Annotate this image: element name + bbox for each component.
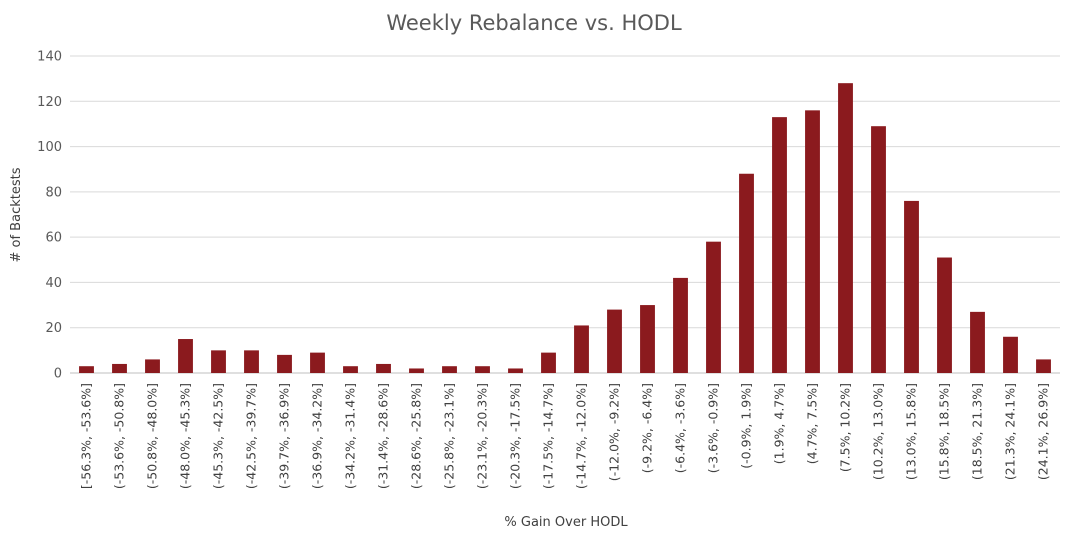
y-axis-label: # of Backtests bbox=[9, 167, 24, 262]
x-tick-label: (-0.9%, 1.9%] bbox=[739, 383, 754, 469]
x-tick-label: (21.3%, 24.1%] bbox=[1003, 383, 1018, 480]
x-tick-label: (-28.6%, -25.8%] bbox=[409, 383, 424, 489]
bar bbox=[739, 173, 754, 373]
bar bbox=[541, 352, 556, 373]
bar bbox=[706, 241, 721, 373]
y-axis-ticks: 0 20 40 60 80 100 120 140 bbox=[37, 50, 62, 382]
bar bbox=[805, 110, 820, 373]
x-axis-label: % Gain Over HODL bbox=[504, 515, 628, 530]
x-tick-label: (-9.2%, -6.4%] bbox=[640, 383, 655, 473]
x-tick-label: (1.9%, 4.7%] bbox=[772, 383, 787, 464]
bar bbox=[871, 126, 886, 373]
bar bbox=[244, 350, 259, 373]
x-tick-label: (18.5%, 21.3%] bbox=[970, 383, 985, 480]
x-tick-label: (-23.1%, -20.3%] bbox=[475, 383, 490, 489]
x-tick-label: (24.1%, 26.9%] bbox=[1036, 383, 1051, 480]
x-tick-label: (-50.8%, -48.0%] bbox=[145, 383, 160, 489]
bar bbox=[211, 350, 226, 373]
x-tick-label: (-12.0%, -9.2%] bbox=[607, 383, 622, 481]
bar bbox=[343, 366, 358, 373]
bar bbox=[838, 83, 853, 374]
x-tick-label: (-14.7%, -12.0%] bbox=[574, 383, 589, 489]
x-tick-label: (4.7%, 7.5%] bbox=[805, 383, 820, 464]
bar bbox=[1003, 336, 1018, 373]
bar bbox=[145, 359, 160, 373]
y-tick-label: 140 bbox=[37, 50, 62, 65]
y-tick-label: 80 bbox=[45, 185, 62, 200]
y-tick-label: 40 bbox=[45, 276, 62, 291]
x-tick-label: (-48.0%, -45.3%] bbox=[178, 383, 193, 489]
x-tick-label: (-53.6%, -50.8%] bbox=[112, 383, 127, 489]
x-tick-label: (-34.2%, -31.4%] bbox=[343, 383, 358, 489]
x-axis-ticks: [-56.3%, -53.6%] (-53.6%, -50.8%] (-50.8%,… bbox=[79, 383, 1051, 489]
bar bbox=[310, 352, 325, 373]
y-tick-label: 20 bbox=[45, 321, 62, 336]
gridlines bbox=[70, 55, 1060, 374]
x-tick-label: (15.8%, 18.5%] bbox=[937, 383, 952, 480]
y-tick-label: 100 bbox=[37, 140, 62, 155]
bar bbox=[79, 366, 94, 373]
y-tick-label: 0 bbox=[54, 367, 62, 382]
bar bbox=[772, 117, 787, 373]
bar bbox=[574, 325, 589, 373]
x-tick-label: (7.5%, 10.2%] bbox=[838, 383, 853, 472]
x-tick-label: (-39.7%, -36.9%] bbox=[277, 383, 292, 489]
chart-title: Weekly Rebalance vs. HODL bbox=[386, 11, 682, 35]
bar bbox=[277, 354, 292, 373]
bar bbox=[970, 311, 985, 373]
bar bbox=[376, 363, 391, 373]
bar bbox=[607, 309, 622, 373]
bar bbox=[409, 368, 424, 373]
x-tick-label: (-3.6%, -0.9%] bbox=[706, 383, 721, 473]
x-tick-label: [-56.3%, -53.6%] bbox=[79, 383, 94, 489]
y-tick-label: 60 bbox=[45, 231, 62, 246]
y-tick-label: 120 bbox=[37, 95, 62, 110]
bar bbox=[475, 366, 490, 373]
x-tick-label: (-36.9%, -34.2%] bbox=[310, 383, 325, 489]
x-tick-label: (-25.8%, -23.1%] bbox=[442, 383, 457, 489]
x-tick-label: (-20.3%, -17.5%] bbox=[508, 383, 523, 489]
bar bbox=[937, 257, 952, 373]
bar bbox=[673, 277, 688, 373]
x-tick-label: (-42.5%, -39.7%] bbox=[244, 383, 259, 489]
bar bbox=[442, 366, 457, 373]
bar bbox=[640, 305, 655, 373]
x-tick-label: (-6.4%, -3.6%] bbox=[673, 383, 688, 473]
bar bbox=[178, 339, 193, 373]
x-tick-label: (-45.3%, -42.5%] bbox=[211, 383, 226, 489]
x-tick-label: (10.2%, 13.0%] bbox=[871, 383, 886, 480]
bar bbox=[1036, 359, 1051, 373]
bar bbox=[112, 363, 127, 373]
bars bbox=[79, 83, 1051, 374]
bar bbox=[508, 368, 523, 373]
x-tick-label: (13.0%, 15.8%] bbox=[904, 383, 919, 480]
bar bbox=[904, 200, 919, 373]
x-tick-label: (-31.4%, -28.6%] bbox=[376, 383, 391, 489]
x-tick-label: (-17.5%, -14.7%] bbox=[541, 383, 556, 489]
